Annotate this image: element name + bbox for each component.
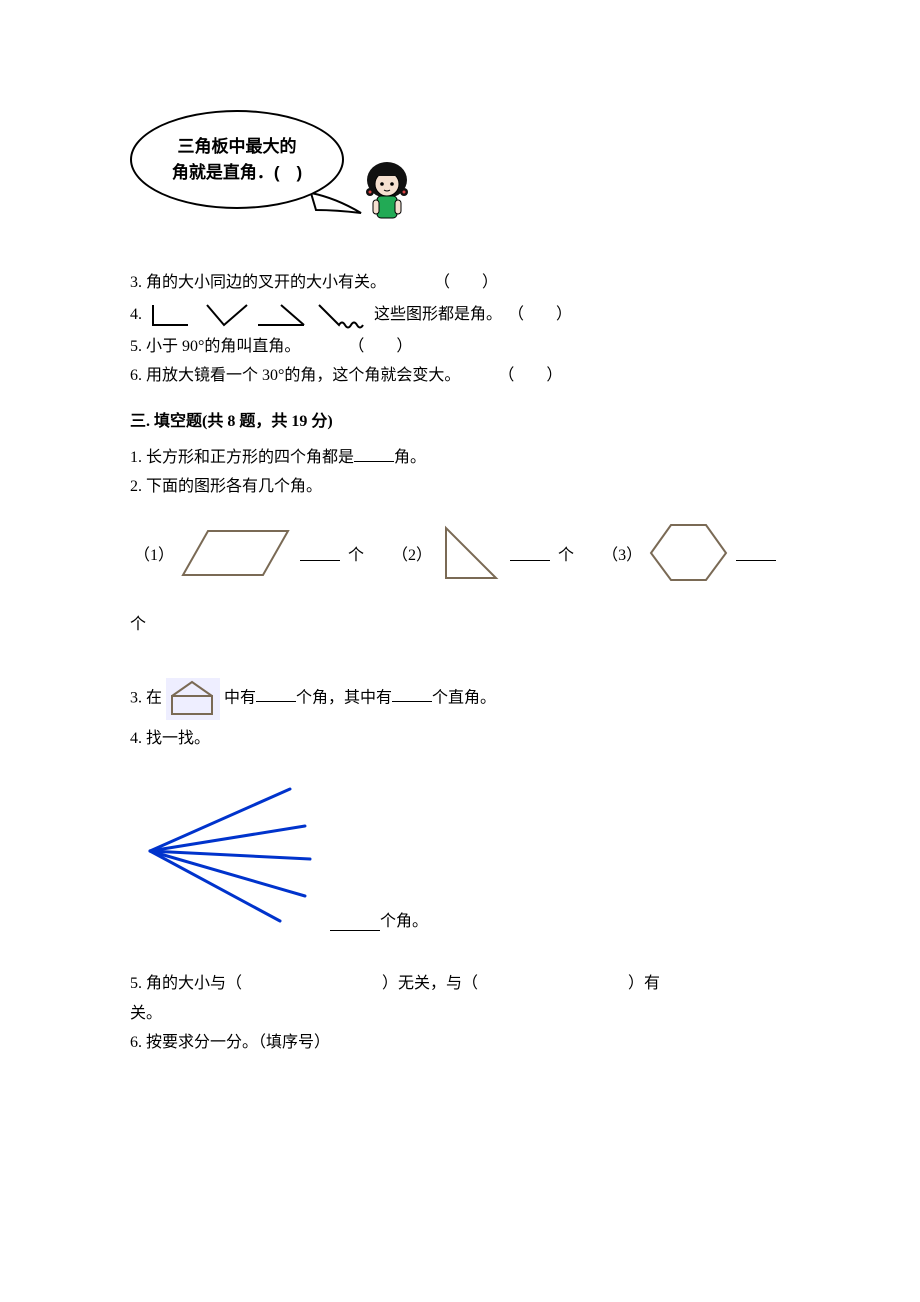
q4-paren: （ ）	[508, 302, 572, 328]
f5-mid: ）无关，与（	[382, 975, 478, 992]
f6-num: 6.	[130, 1034, 142, 1051]
f2-u3: 个	[130, 616, 146, 633]
section-3-title: 三. 填空题(共 8 题，共 19 分)	[130, 407, 790, 431]
f1-blank	[354, 445, 394, 462]
angle-shape-3	[256, 300, 308, 330]
f2-p3: （3）	[602, 541, 642, 565]
f2-text: 下面的图形各有几个角。	[146, 478, 322, 495]
q6-num: 6.	[130, 367, 142, 384]
house-shape	[166, 678, 220, 720]
f4-num: 4.	[130, 730, 142, 747]
speech-bubble-figure: 三角板中最大的 角就是直角．( )	[130, 110, 430, 240]
right-triangle-shape	[436, 523, 506, 583]
speech-bubble: 三角板中最大的 角就是直角．( )	[130, 110, 344, 209]
q3-num: 3.	[130, 274, 142, 291]
worksheet-page: 三角板中最大的 角就是直角．( ) 3. 角的大小同边的叉开的大小有关。	[0, 0, 920, 1120]
f3-b1	[256, 685, 296, 702]
f4-unit: 个角。	[380, 907, 428, 931]
question-4: 4. 这些图形都是角。 （ ）	[130, 300, 790, 330]
f1-num: 1.	[130, 449, 142, 466]
question-5: 5. 小于 90°的角叫直角。 （ ）	[130, 334, 790, 360]
fill-q4-figure: 个角。	[130, 781, 790, 931]
fill-q2-tail: 个	[130, 612, 790, 638]
f4-blank	[330, 914, 380, 931]
q5-num: 5.	[130, 338, 142, 355]
f2-u2: 个	[558, 541, 574, 565]
angle-shape-4-wavy	[314, 300, 368, 330]
f1-pre: 长方形和正方形的四个角都是	[146, 449, 354, 466]
fill-q5-line2: 关。	[130, 1001, 790, 1027]
q4-tail: 这些图形都是角。	[374, 302, 502, 328]
f3-post: 个直角。	[432, 689, 496, 706]
f2-u1: 个	[348, 541, 364, 565]
q3-text: 角的大小同边的叉开的大小有关。	[146, 274, 386, 291]
fill-q1: 1. 长方形和正方形的四个角都是 角。	[130, 445, 790, 471]
f3-mid1: 中有	[224, 689, 256, 706]
bubble-line1: 三角板中最大的	[177, 137, 296, 156]
fill-q2-text: 2. 下面的图形各有几个角。	[130, 474, 790, 500]
fill-q5: 5. 角的大小与（ ）无关，与（ ）有	[130, 971, 790, 997]
q6-paren: （ ）	[498, 363, 562, 389]
q4-num: 4.	[130, 302, 142, 328]
f5-num: 5.	[130, 975, 142, 992]
f6-text: 按要求分一分。（填序号）	[146, 1034, 330, 1051]
f2-p2: （2）	[392, 541, 432, 565]
f3-pre: 在	[146, 689, 162, 706]
f2-b3	[736, 544, 776, 561]
bubble-line2: 角就是直角．( )	[172, 163, 302, 182]
bubble-tail	[306, 188, 376, 228]
f3-num: 3.	[130, 689, 142, 706]
fill-q3: 3. 在 中有 个角，其中有 个直角。	[130, 678, 790, 720]
angle-shape-1	[148, 300, 196, 330]
fill-q2-row: （1） 个 （2） 个 （3）	[130, 520, 790, 586]
f3-b2	[392, 685, 432, 702]
question-3: 3. 角的大小同边的叉开的大小有关。 （ ）	[130, 270, 790, 296]
question-6: 6. 用放大镜看一个 30°的角，这个角就会变大。 （ ）	[130, 363, 790, 389]
f1-post: 角。	[394, 449, 426, 466]
f2-num: 2.	[130, 478, 142, 495]
f5-post2: 关。	[130, 1005, 162, 1022]
f2-b1	[300, 544, 340, 561]
fill-q6: 6. 按要求分一分。（填序号）	[130, 1030, 790, 1056]
f4-text: 找一找。	[146, 730, 210, 747]
angle-shape-2	[202, 300, 250, 330]
hexagon-shape	[646, 520, 732, 586]
f2-p1: （1）	[134, 541, 174, 565]
f5-post: ）有	[628, 975, 660, 992]
f5-pre: 角的大小与（	[146, 975, 242, 992]
q3-paren: （ ）	[434, 270, 498, 296]
q5-text: 小于 90°的角叫直角。	[146, 338, 300, 355]
q5-paren: （ ）	[348, 334, 412, 360]
fill-q4-text: 4. 找一找。	[130, 726, 790, 752]
parallelogram-shape	[178, 523, 296, 583]
f3-mid2: 个角，其中有	[296, 689, 392, 706]
q6-text: 用放大镜看一个 30°的角，这个角就会变大。	[146, 367, 460, 384]
rays-figure	[130, 781, 330, 931]
f2-b2	[510, 544, 550, 561]
